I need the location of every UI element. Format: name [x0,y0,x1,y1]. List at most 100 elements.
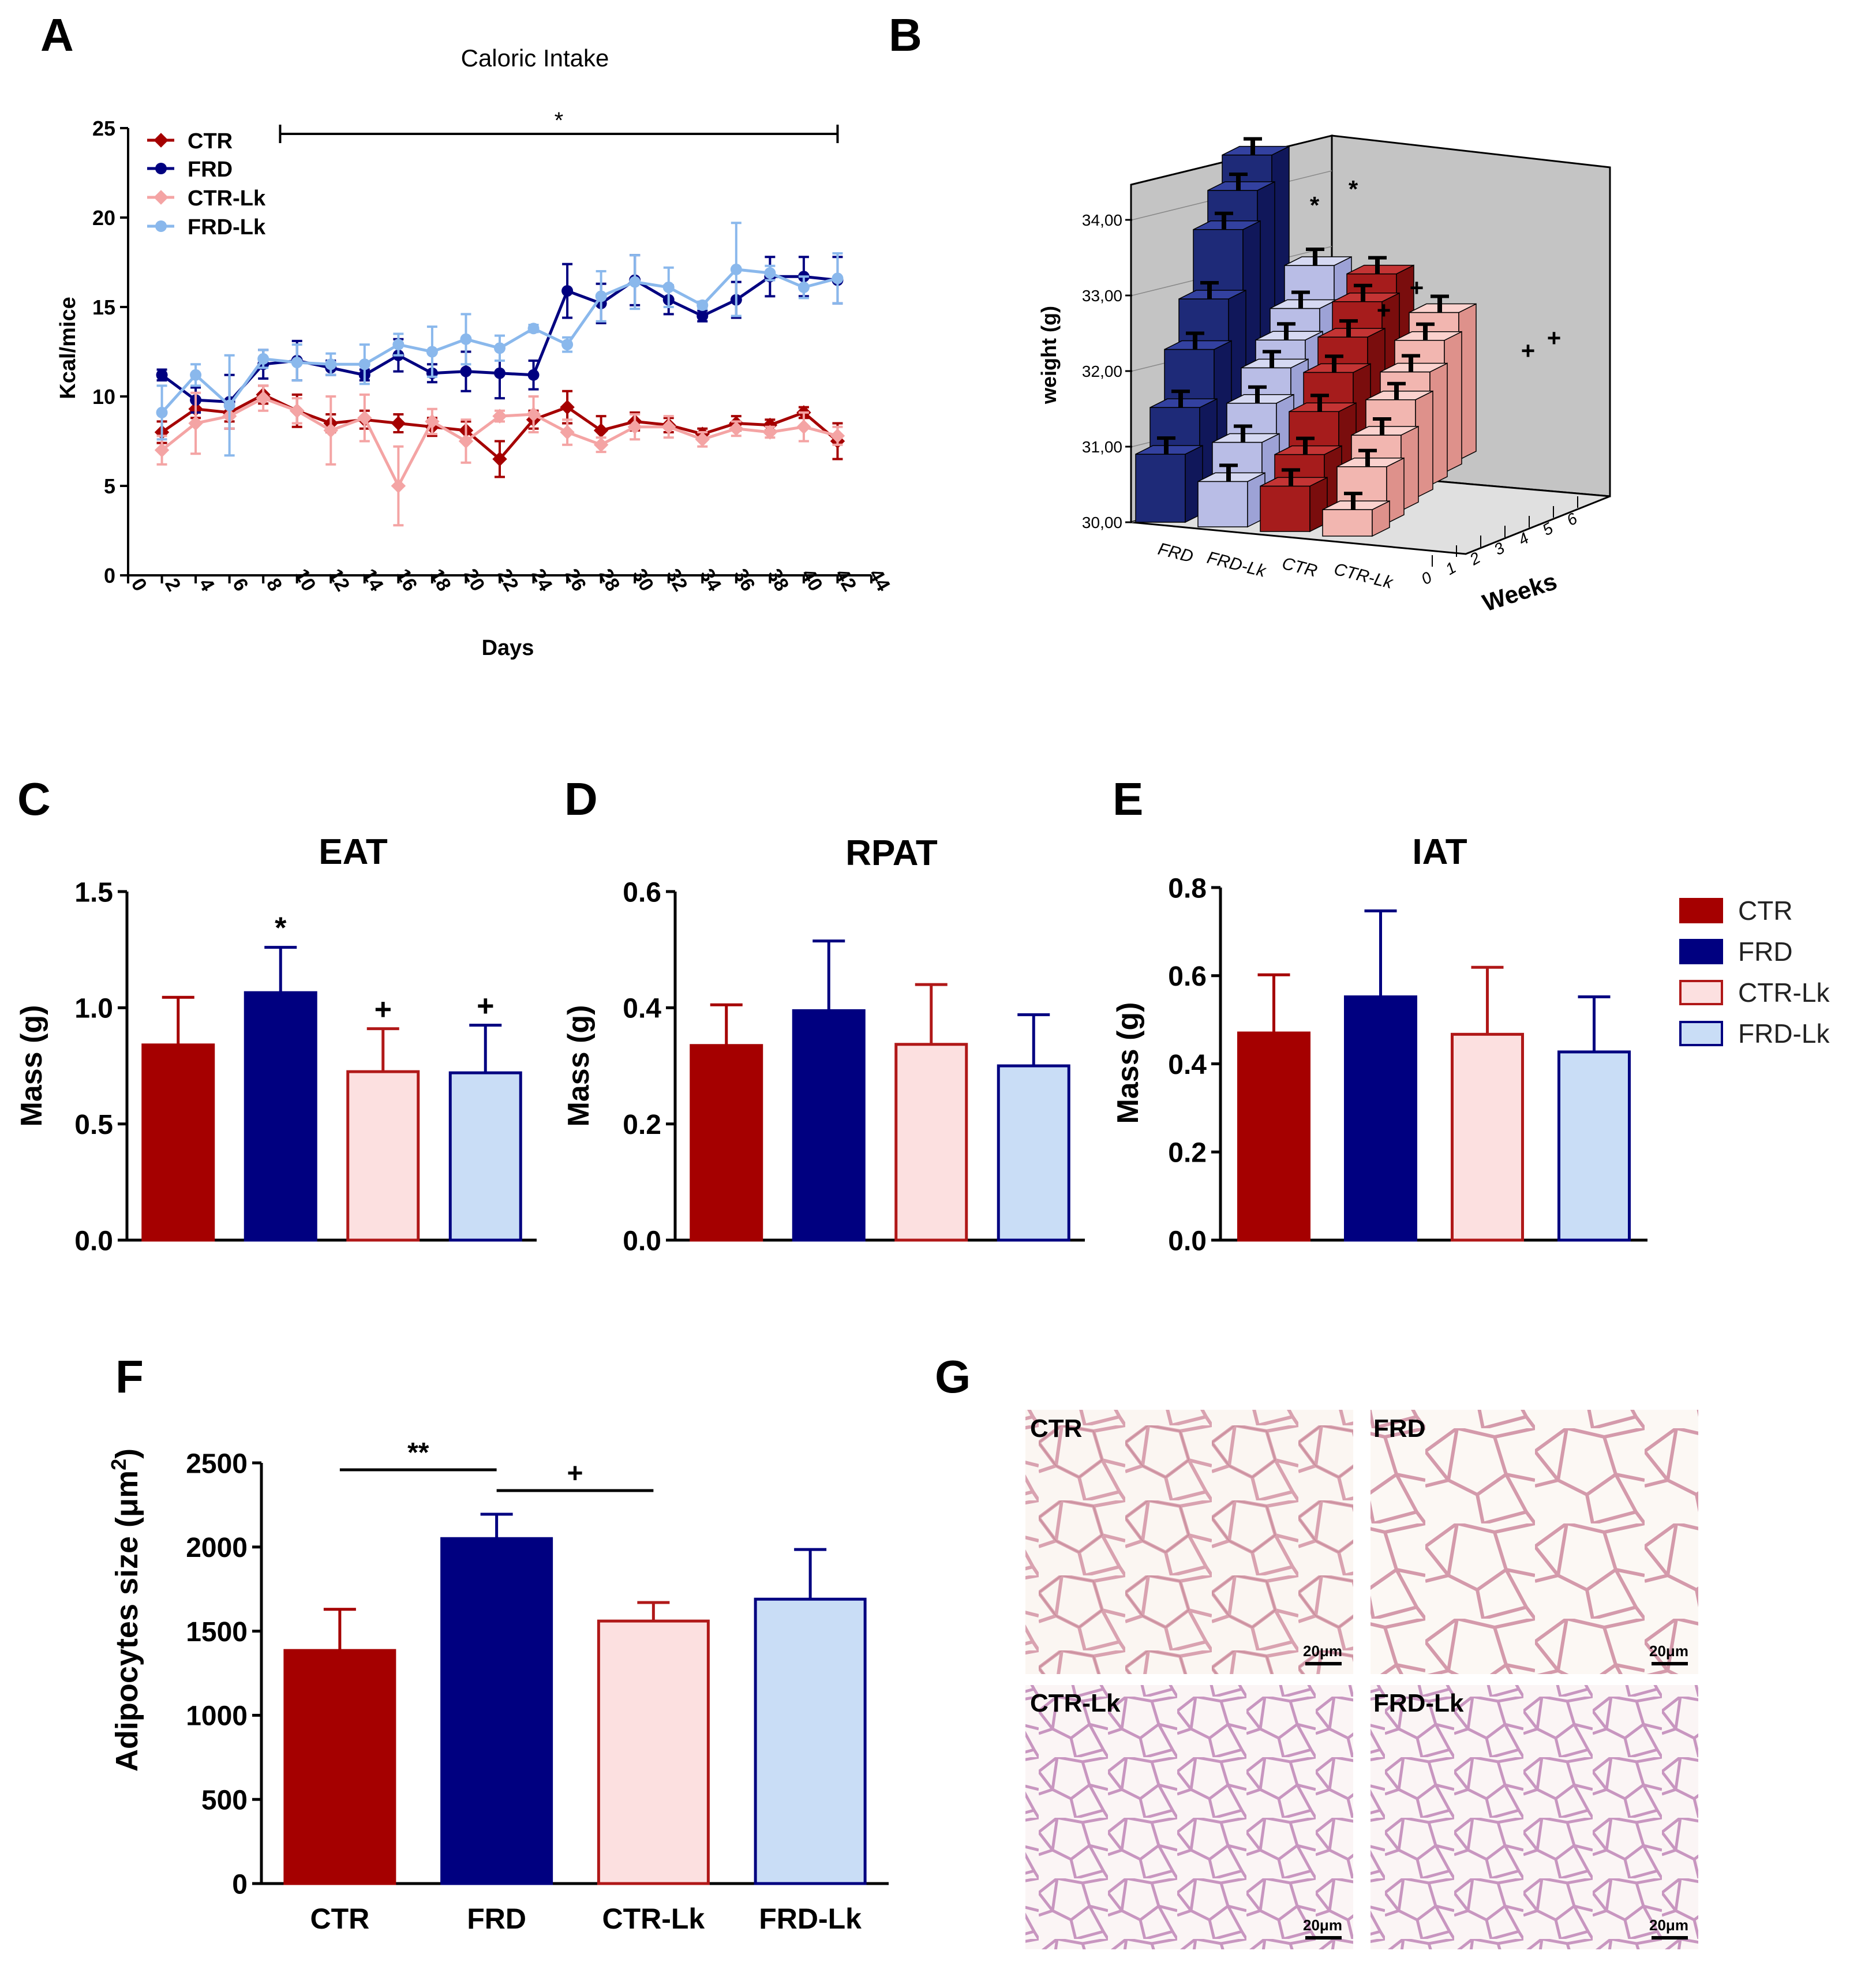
bar-group-frd [792,939,866,1242]
chart-b-y-tick-label: 31,00 [1082,438,1122,456]
bar-top [1255,331,1323,340]
chart-b-depth-label: Weeks [1479,567,1560,617]
chart-a-x-tick-label: 36 [729,565,759,595]
significance-marker: + [477,990,494,1023]
chart-a-x-tick-label: 28 [594,565,624,595]
legend-cde: CTR FRD CTR-Lk FRD-Lk [1679,896,1830,1049]
chart-a-x-tick-label: 18 [425,565,455,595]
bar-top [1260,477,1328,487]
significance-bracket: + [496,1458,654,1492]
chart-b-week-label: 3 [1491,538,1508,559]
bar-front [1322,509,1373,537]
significance-marker: * [275,912,287,945]
chart-d-y-label: Mass (g) [562,1005,596,1127]
chart-b-y-tick-label: 33,00 [1082,287,1122,305]
bar-ctr [283,1649,396,1885]
histology-frd-image [1371,1410,1698,1674]
panel-d-bar-chart: RPAT Mass (g) 0.0 0.2 0.4 0.6 [562,833,1085,1256]
y-tick-label: 2000 [186,1533,248,1563]
chart-f-y-label-sup: 2 [107,1459,130,1470]
bar-group-ctr [690,1003,763,1242]
data-point [832,272,844,284]
panel-letters: A B C D E F G [17,9,1143,1402]
chart-b-annotation: * [1349,175,1358,203]
bar-top [1197,472,1265,482]
data-point [526,407,541,422]
histology-ctr: CTR 20μm [1025,1410,1353,1674]
y-tick-label: 0.2 [1168,1138,1207,1169]
histology-frd-lk-label: FRD-Lk [1373,1689,1464,1717]
y-tick-label: 0.5 [74,1110,113,1140]
bar-group-frd [1344,909,1417,1242]
bar-top [1346,264,1414,275]
legend-cde-frd-lk: FRD-Lk [1679,1019,1830,1049]
legend-a-frd-lk: FRD-Lk [147,215,266,239]
data-point [797,281,810,293]
data-point [392,339,405,351]
y-tick-label: 1.5 [74,877,113,908]
chart-a-x-tick-label: 8 [262,575,286,595]
bar-frd [244,991,317,1242]
significance-bracket: ** [339,1437,497,1472]
data-point [492,451,507,467]
bar-front [1135,454,1186,523]
chart-c-y-label: Mass (g) [15,1005,48,1127]
bar-front [1260,485,1310,532]
bar-group-ctr-lk: CTR-Lk [597,1601,710,1935]
data-point [697,299,709,311]
bar-frd [1344,995,1417,1242]
data-point [527,369,540,381]
panel-letter-d: D [564,773,598,825]
legend-cde-ctr-lk-label: CTR-Lk [1738,978,1830,1008]
bar-frd [440,1537,553,1885]
bar-ctr-lk [894,1043,968,1242]
legend-cde-ctr: CTR [1679,896,1793,926]
data-point [325,358,337,370]
bar-frd-week-0 [1135,436,1203,523]
chart-d-title: RPAT [845,833,938,873]
bar-top [1149,398,1218,408]
bar-ctr-lk-week-0 [1322,492,1390,537]
data-point [289,403,305,418]
chart-a-x-tick-label: 6 [228,575,252,595]
chart-b-week-label: 2 [1466,548,1484,568]
bar-group-ctr [141,995,215,1242]
chart-b-annotations: * * + + + + [1310,175,1561,364]
bar-top [1135,445,1203,455]
y-tick-label: 0.0 [74,1226,113,1256]
data-point [492,409,507,424]
bar-group-ctr-lk [1451,965,1524,1242]
chart-a-y-tick-label: 10 [92,385,115,409]
bar-top [1332,293,1400,302]
bar-frd-lk [1557,1050,1631,1242]
data-point [323,423,339,438]
histology-frd-label: FRD [1373,1414,1425,1443]
data-point [426,346,438,358]
chart-a-y-tick-label: 15 [92,295,115,319]
y-tick-label: 500 [201,1785,248,1815]
data-point [560,399,575,415]
bar-top [1284,256,1352,266]
bar-group-ctr [1237,973,1310,1242]
bar-top [1207,181,1275,191]
y-tick-label: 0.4 [623,994,661,1024]
chart-a-x-tick-label: 42 [831,565,861,595]
legend-a-frd: FRD [147,158,233,182]
chart-b-annotation: + [1377,297,1391,324]
bar-frd-lk-week-0 [1197,463,1265,528]
chart-e-y-label: Mass (g) [1111,1002,1145,1124]
bar-ctr-lk [346,1070,420,1242]
chart-a-x-tick-label: 22 [493,565,523,595]
chart-b-group-labels: FRD FRD-Lk CTR CTR-Lk [1156,540,1395,593]
panel-letter-e: E [1113,773,1143,825]
chart-b-y-tick-label: 30,00 [1082,514,1122,531]
bar-top [1289,402,1357,412]
legend-a-ctr-lk-label: CTR-Lk [188,186,266,211]
y-tick-label: 0.4 [1168,1050,1207,1080]
data-point [460,333,472,345]
bar-front [1197,481,1248,527]
data-point [190,369,202,381]
bracket-label: + [567,1458,583,1489]
chart-a-legend: CTR FRD CTR-Lk FRD-Lk [147,129,266,239]
legend-a-ctr-lk: CTR-Lk [147,186,266,211]
